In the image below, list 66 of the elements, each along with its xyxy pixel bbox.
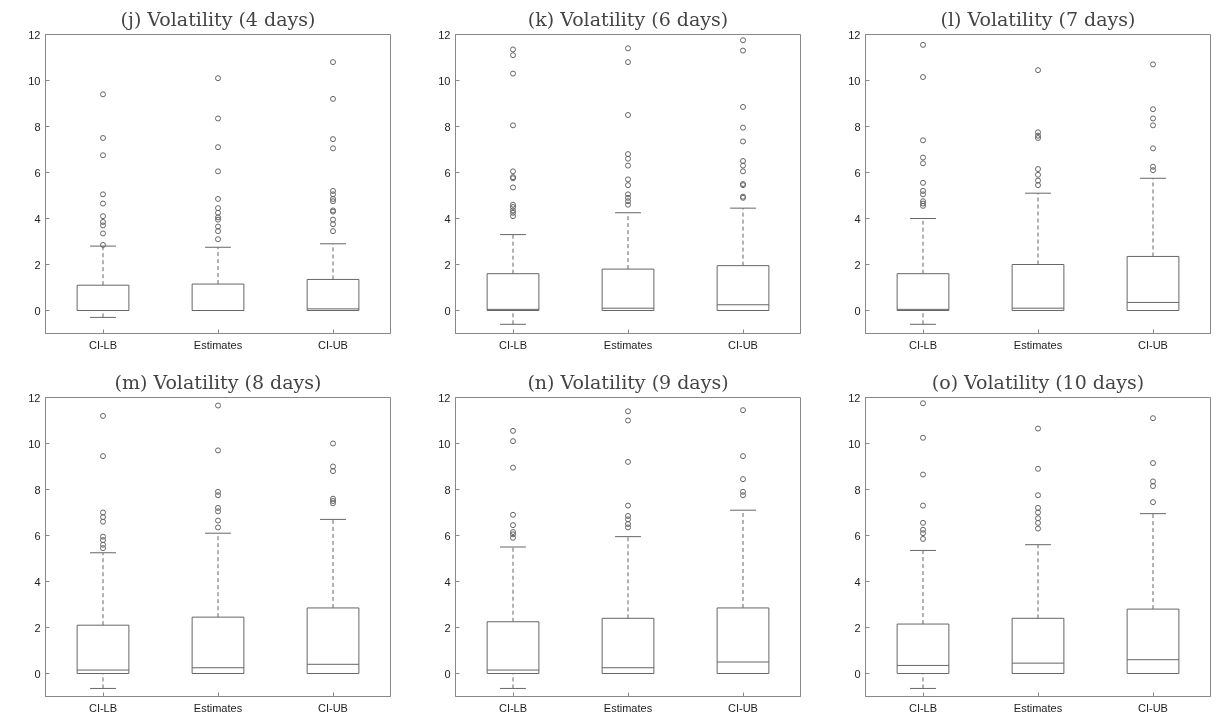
x-tick-label: Estimates [1013,701,1063,714]
y-tick-label: 10 [438,74,451,87]
y-tick-label: 12 [28,391,41,404]
chart-title: (l) Volatility (7 days) [940,7,1136,30]
y-tick-label: 2 [444,621,451,634]
y-tick-label: 2 [34,621,41,634]
x-tick-label: Estimates [193,701,243,714]
x-tick-label: CI-LB [908,701,938,714]
y-tick-label: 4 [854,212,861,225]
y-tick-label: 6 [444,166,451,179]
y-tick-label: 12 [438,391,451,404]
y-tick-label: 2 [854,258,861,271]
x-tick-label: CI-LB [908,338,938,351]
y-tick-label: 12 [848,28,861,41]
y-tick-label: 8 [34,483,41,496]
y-tick-label: 10 [848,437,861,450]
y-tick-label: 0 [34,667,41,680]
y-tick-label: 8 [854,120,861,133]
x-tick-label: Estimates [193,338,243,351]
y-tick-label: 6 [854,166,861,179]
x-tick-label: Estimates [603,338,653,351]
x-tick-label: Estimates [1013,338,1063,351]
x-tick-label: CI-UB [1138,338,1168,351]
x-tick-label: CI-LB [498,338,528,351]
x-tick-label: CI-LB [498,701,528,714]
x-tick-label: CI-UB [1138,701,1168,714]
chart-title: (o) Volatility (10 days) [931,370,1145,393]
y-tick-label: 2 [854,621,861,634]
y-tick-label: 6 [854,529,861,542]
y-tick-label: 8 [854,483,861,496]
y-tick-label: 4 [34,575,41,588]
y-tick-label: 0 [854,304,861,317]
y-tick-label: 10 [28,437,41,450]
y-tick-label: 0 [444,304,451,317]
y-tick-label: 10 [848,74,861,87]
x-tick-label: CI-LB [88,701,118,714]
y-tick-label: 6 [34,529,41,542]
y-tick-label: 6 [34,166,41,179]
chart-title: (n) Volatility (9 days) [527,370,729,393]
x-tick-label: CI-UB [728,701,758,714]
x-tick-label: CI-UB [318,338,348,351]
y-tick-label: 10 [438,437,451,450]
y-tick-label: 12 [848,391,861,404]
chart-title: (j) Volatility (4 days) [120,7,316,30]
y-tick-label: 12 [28,28,41,41]
chart-title: (m) Volatility (8 days) [114,370,322,393]
y-tick-label: 4 [444,212,451,225]
x-tick-label: CI-LB [88,338,118,351]
y-tick-label: 0 [444,667,451,680]
x-tick-label: CI-UB [728,338,758,351]
y-tick-label: 8 [444,483,451,496]
y-tick-label: 4 [854,575,861,588]
y-tick-label: 0 [34,304,41,317]
y-tick-label: 4 [444,575,451,588]
y-tick-label: 2 [34,258,41,271]
y-tick-label: 12 [438,28,451,41]
y-tick-label: 8 [34,120,41,133]
y-tick-label: 4 [34,212,41,225]
y-tick-label: 0 [854,667,861,680]
y-tick-label: 2 [444,258,451,271]
x-tick-label: CI-UB [318,701,348,714]
y-tick-label: 6 [444,529,451,542]
y-tick-label: 8 [444,120,451,133]
y-tick-label: 10 [28,74,41,87]
x-tick-label: Estimates [603,701,653,714]
chart-title: (k) Volatility (6 days) [527,7,729,30]
